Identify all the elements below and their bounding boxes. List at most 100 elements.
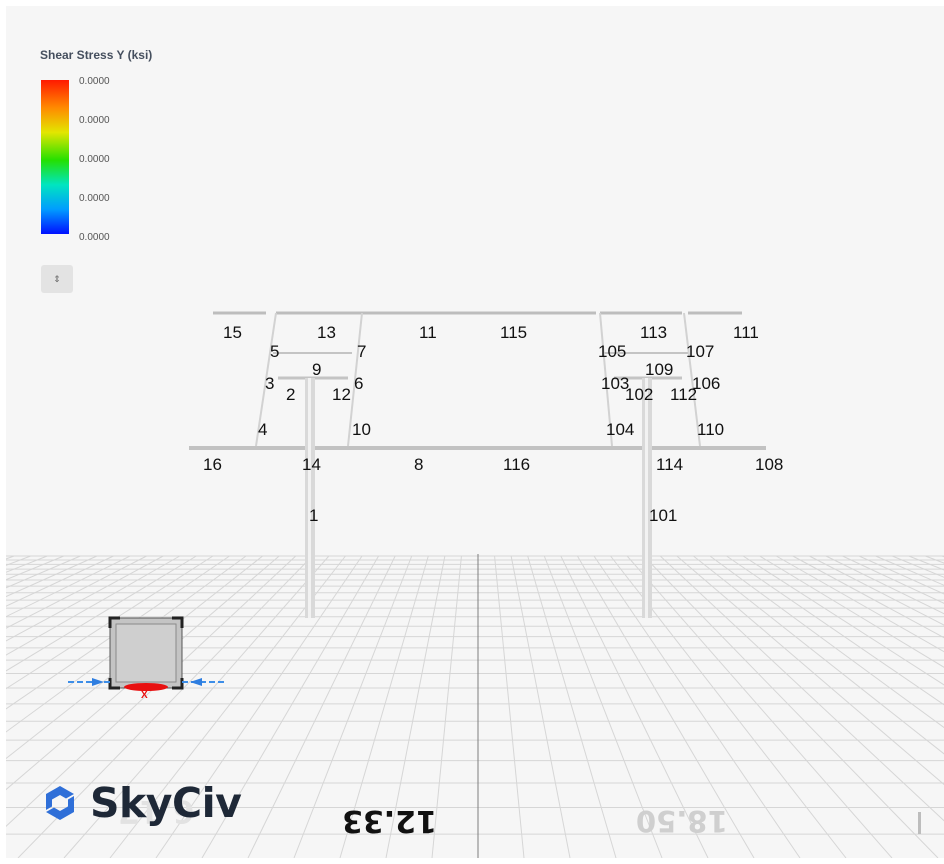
grid-line — [431, 555, 462, 858]
member-label-1: 1 — [309, 506, 318, 525]
legend-value-2: 0.0000 — [79, 115, 110, 126]
grid-line — [6, 555, 280, 791]
member-label-110: 110 — [697, 420, 724, 439]
brace-left-outer[interactable] — [255, 312, 277, 447]
grid-line — [643, 555, 939, 858]
grid-line — [155, 555, 363, 858]
member-label-115: 115 — [500, 323, 527, 342]
brace-right-outer[interactable] — [683, 312, 701, 447]
grid-line — [494, 555, 525, 858]
member-label-106: 106 — [692, 374, 720, 393]
brace-left-inner[interactable] — [347, 312, 363, 447]
grid-line — [709, 555, 944, 729]
grid-line — [825, 555, 944, 615]
grid-line — [510, 555, 571, 858]
grid-line — [775, 555, 944, 653]
legend-value-min: 0.0000 — [79, 232, 110, 243]
grid-axis-label-edge — [918, 812, 921, 834]
grid-line — [6, 555, 263, 760]
grid-line — [6, 555, 230, 710]
legend-color-bar — [41, 80, 69, 234]
column-101-highlight — [645, 378, 648, 618]
logo-text: SkyCiv — [90, 779, 242, 827]
view-cube-inner-face — [115, 623, 177, 683]
grid-line — [6, 555, 15, 560]
member-label-107: 107 — [686, 342, 714, 361]
grid-line — [742, 555, 944, 686]
member-label-7: 7 — [357, 342, 366, 361]
grid-line — [593, 555, 801, 858]
view-cube-arrow-right-icon — [190, 678, 202, 686]
model-viewport[interactable]: 15 13 11 115 113 111 5 7 105 107 9 109 3 2 12 6 103 102 11… — [6, 6, 944, 858]
grid-line — [560, 555, 709, 858]
view-cube-arrow-left-icon — [92, 678, 104, 686]
sort-arrows-icon: ⇕ — [53, 274, 61, 284]
member-label-12: 12 — [332, 385, 351, 404]
grid-line — [6, 555, 247, 733]
member-label-9: 9 — [312, 360, 321, 379]
member-label-6: 6 — [354, 374, 363, 393]
grid-line — [6, 555, 197, 672]
grid-line — [6, 555, 181, 656]
member-label-3: 3 — [265, 374, 274, 393]
member-label-11: 11 — [419, 323, 437, 342]
member-label-10: 10 — [352, 420, 371, 439]
grid-line — [925, 555, 944, 564]
member-label-104: 104 — [606, 420, 634, 439]
member-label-108: 108 — [755, 455, 783, 474]
grid-line — [858, 555, 944, 595]
grid-line — [792, 555, 944, 639]
member-label-14: 14 — [302, 455, 321, 474]
grid-line — [63, 555, 330, 858]
grid-line — [875, 555, 944, 586]
member-label-102: 102 — [625, 385, 653, 404]
grid-line — [339, 555, 429, 858]
legend-title: Shear Stress Y (ksi) — [40, 48, 153, 62]
grid-line — [293, 555, 413, 858]
member-label-114: 114 — [656, 455, 683, 474]
member-label-109: 109 — [645, 360, 673, 379]
legend-value-3: 0.0000 — [79, 154, 110, 165]
grid-line — [693, 555, 944, 755]
grid-line — [809, 555, 944, 626]
legend-value-4: 0.0000 — [79, 193, 110, 204]
grid-line — [659, 555, 944, 822]
grid-line — [247, 555, 396, 858]
grid-axis-label-center: 12.33 — [342, 803, 437, 838]
view-cube-corners — [108, 616, 184, 690]
member-label-103: 103 — [601, 374, 629, 393]
grid-line — [543, 555, 663, 858]
grid-axis-label-right: 18.50 — [636, 804, 728, 838]
grid-line — [6, 555, 297, 827]
grid-line — [527, 555, 617, 858]
grid-line — [6, 555, 31, 566]
grid-line — [626, 555, 893, 858]
legend-value-max: 0.0000 — [79, 76, 110, 87]
brace-right-inner[interactable] — [599, 312, 613, 447]
member-label-101: 101 — [649, 506, 677, 525]
grid-line — [6, 555, 164, 642]
grid-line — [6, 555, 147, 629]
frame-members — [189, 311, 766, 618]
member-label-112: 112 — [670, 385, 697, 404]
grid-line — [726, 555, 944, 706]
grid-line — [676, 555, 944, 786]
view-cube-x-marker — [124, 683, 168, 691]
member-label-16: 16 — [203, 455, 222, 474]
grid-line — [201, 555, 380, 858]
column-1-highlight — [308, 378, 311, 618]
grid-line — [6, 555, 214, 690]
member-label-2: 2 — [286, 385, 295, 404]
skyciv-logo-icon — [46, 786, 74, 820]
member-label-15: 15 — [223, 323, 242, 342]
view-cube-x-label: X — [141, 690, 148, 701]
legend-toggle-button[interactable]: ⇕ — [41, 265, 73, 293]
member-label-4: 4 — [258, 420, 267, 439]
view-cube[interactable]: X — [68, 616, 226, 701]
skyciv-logo: SkyCiv — [40, 778, 242, 828]
member-label-113: 113 — [640, 323, 667, 342]
member-label-111: 111 — [733, 323, 759, 342]
grid-line — [576, 555, 755, 858]
